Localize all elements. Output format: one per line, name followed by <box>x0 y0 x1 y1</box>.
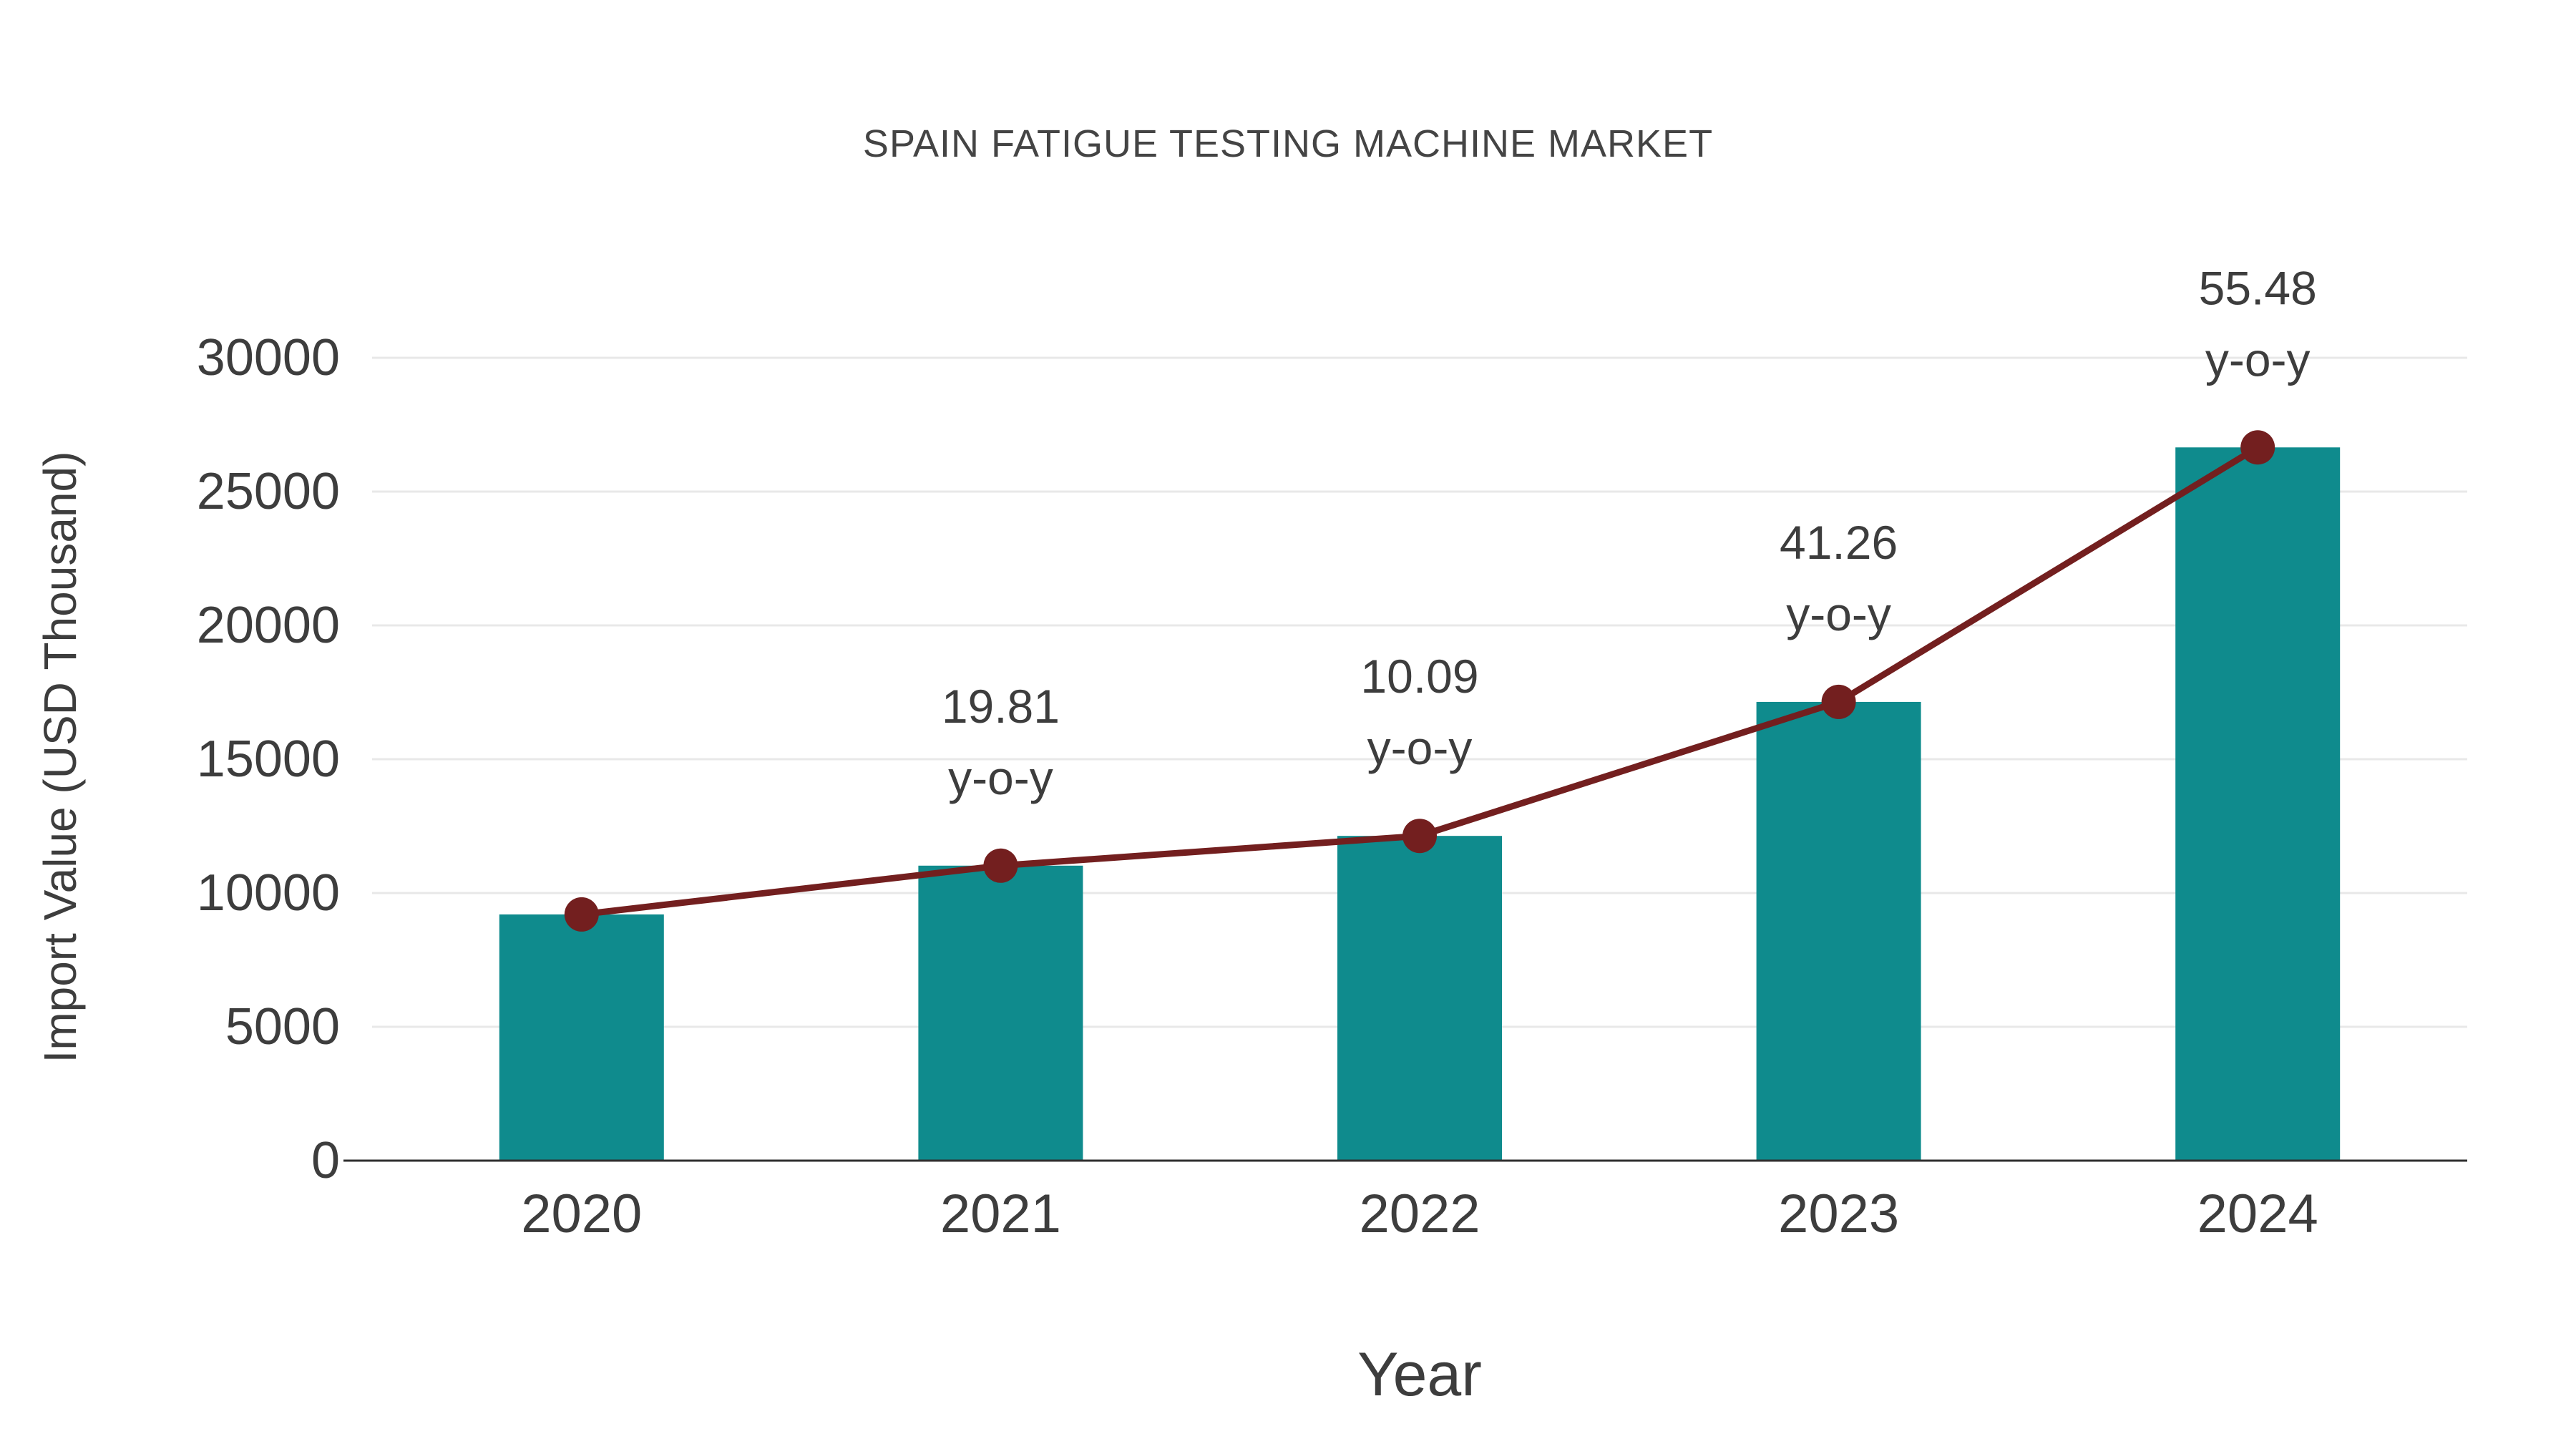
bar-2020 <box>499 914 664 1161</box>
bar-series <box>499 447 2341 1161</box>
annotation-suffix-2022: y-o-y <box>1367 721 1473 774</box>
x-tick-label-2023: 2023 <box>1778 1184 1899 1244</box>
annotations: 19.81 y-o-y 10.09 y-o-y 41.26 y-o-y 55.48 y-o-y <box>942 261 2317 804</box>
annotation-value-2023: 41.26 <box>1780 516 1898 569</box>
y-tick-label: 10000 <box>197 864 340 922</box>
y-tick-label: 25000 <box>197 463 340 520</box>
y-tick-label: 5000 <box>225 998 340 1055</box>
annotation-suffix-2024: y-o-y <box>2205 333 2311 386</box>
x-tick-labels: 2020 2021 2022 2023 2024 <box>521 1184 2318 1244</box>
y-tick-label: 15000 <box>197 731 340 788</box>
x-tick-label-2020: 2020 <box>521 1184 642 1244</box>
bar-2022 <box>1337 836 1502 1161</box>
annotation-value-2021: 19.81 <box>942 680 1060 733</box>
annotation-value-2022: 10.09 <box>1360 650 1478 703</box>
x-tick-label-2022: 2022 <box>1359 1184 1480 1244</box>
y-tick-label: 0 <box>311 1132 340 1189</box>
marker-2024 <box>2240 430 2275 465</box>
y-tick-label: 20000 <box>197 597 340 654</box>
y-tick-label: 30000 <box>197 329 340 386</box>
y-tick-labels: 0 5000 10000 15000 20000 25000 30000 <box>197 329 340 1189</box>
annotation-value-2024: 55.48 <box>2199 261 2317 314</box>
marker-2023 <box>1821 684 1856 719</box>
x-tick-label-2024: 2024 <box>2197 1184 2318 1244</box>
x-axis-title: Year <box>1357 1340 1482 1409</box>
bar-2021 <box>918 865 1083 1161</box>
bar-2023 <box>1756 701 1921 1161</box>
annotation-suffix-2023: y-o-y <box>1786 587 1891 640</box>
x-tick-label-2021: 2021 <box>940 1184 1061 1244</box>
bar-2024 <box>2175 447 2341 1161</box>
annotation-suffix-2021: y-o-y <box>948 751 1053 804</box>
marker-2022 <box>1402 819 1437 854</box>
trend-markers <box>564 430 2275 932</box>
marker-2020 <box>564 897 599 932</box>
chart-title: SPAIN FATIGUE TESTING MACHINE MARKET <box>862 122 1714 165</box>
marker-2021 <box>983 848 1018 883</box>
